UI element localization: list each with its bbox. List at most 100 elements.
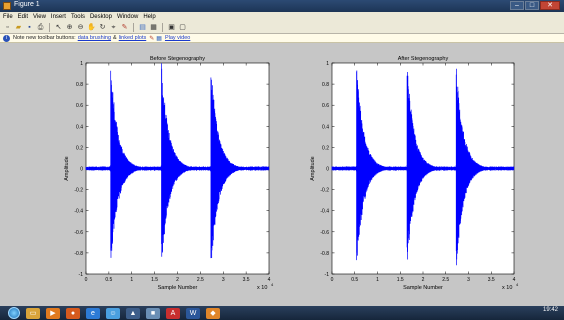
info-icon: i <box>3 34 10 42</box>
x-axis-exponent: 4 <box>271 282 274 287</box>
messenger-icon[interactable]: ☺ <box>106 307 120 319</box>
x-axis-multiplier: x 10 <box>502 285 512 291</box>
y-tick-label: 1 <box>326 61 329 67</box>
x-axis-label: Sample Number <box>158 285 198 291</box>
linked-plots-link[interactable]: linked plots <box>118 35 147 41</box>
legend-icon[interactable]: ▦ <box>150 23 157 31</box>
plot-title: After Stegenography <box>398 56 449 62</box>
zoom-out-icon[interactable]: ⊖ <box>77 23 84 31</box>
minimize-button[interactable]: – <box>510 1 524 10</box>
x-tick-label: 4 <box>513 277 516 283</box>
matlab-icon[interactable]: ▲ <box>126 307 140 319</box>
x-tick-label: 3.5 <box>488 277 495 283</box>
y-axis-label: Amplitude <box>310 156 316 180</box>
matlab-figure-icon[interactable]: ◆ <box>206 307 220 319</box>
colorbar-icon[interactable]: ▤ <box>139 23 146 31</box>
y-tick-label: -0.2 <box>74 188 83 194</box>
datacursor-icon[interactable]: ⌖ <box>111 23 116 31</box>
x-axis-label: Sample Number <box>403 285 443 291</box>
ie-icon[interactable]: e <box>86 307 100 319</box>
x-tick-label: 4 <box>268 277 271 283</box>
toolbar-separator <box>133 22 134 32</box>
open-icon[interactable]: ▰ <box>15 23 22 31</box>
y-tick-label: 0 <box>80 167 83 173</box>
menu-edit[interactable]: Edit <box>17 13 29 20</box>
plot-title: Before Stegenography <box>150 56 205 62</box>
plots-svg: 10.80.60.40.20-0.2-0.4-0.6-0.8-10 0.5 1 1.5… <box>64 56 519 291</box>
x-tick-label: 0.5 <box>351 277 358 283</box>
menu-view[interactable]: View <box>33 13 46 20</box>
menu-desktop[interactable]: Desktop <box>89 13 112 20</box>
x-tick-label: 3 <box>467 277 470 283</box>
x-tick-label: 2.5 <box>442 277 449 283</box>
firefox-icon[interactable]: ● <box>66 307 80 319</box>
save-icon[interactable]: ▪ <box>28 23 31 31</box>
zoom-in-icon[interactable]: ⊕ <box>66 23 73 31</box>
show-plottools-icon[interactable]: ▢ <box>179 23 186 31</box>
x-tick-label: 2 <box>422 277 425 283</box>
note-ampersand: & <box>113 35 117 41</box>
menu-tools[interactable]: Tools <box>70 13 85 20</box>
y-tick-label: -0.6 <box>74 230 83 236</box>
y-tick-label: 0.6 <box>76 103 83 109</box>
new-icon[interactable]: ▫ <box>6 23 9 31</box>
window-controls: – □ ✕ <box>510 1 560 11</box>
clock[interactable]: 19:42 <box>542 307 558 313</box>
pdf-icon[interactable]: A <box>166 307 180 319</box>
menu-file[interactable]: File <box>3 13 13 20</box>
tip-bar: i Note new toolbar buttons: data brushin… <box>0 34 564 43</box>
x-tick-label: 3 <box>222 277 225 283</box>
y-tick-label: 1 <box>80 61 83 67</box>
y-tick-label: 0.4 <box>76 124 83 130</box>
y-axis-label: Amplitude <box>64 156 70 180</box>
y-tick-label: 0.6 <box>322 103 329 109</box>
hide-plottools-icon[interactable]: ▣ <box>168 23 175 31</box>
close-button[interactable]: ✕ <box>540 1 560 10</box>
print-icon[interactable]: ⎙ <box>37 23 44 31</box>
media-icon[interactable]: ▶ <box>46 307 60 319</box>
menu-bar: File Edit View Insert Tools Desktop Wind… <box>0 12 564 21</box>
x-tick-label: 1.5 <box>397 277 404 283</box>
word-icon[interactable]: W <box>186 307 200 319</box>
x-tick-label: 1 <box>130 277 133 283</box>
matlab-figure-icon <box>3 2 11 10</box>
menu-window[interactable]: Window <box>116 13 139 20</box>
figure-canvas: 1 0.8 0.6 0.4 0.2 0 -0.2 -0.4 -0.6 -0.8 -1 0 0.5 1 1.5… <box>0 43 564 306</box>
y-tick-label: 0.8 <box>322 82 329 88</box>
toolbar-separator <box>49 22 50 32</box>
pan-icon[interactable]: ✋ <box>87 23 96 31</box>
x-tick-label: 0.5 <box>105 277 112 283</box>
y-tick-label: -0.6 <box>320 230 329 236</box>
start-button[interactable] <box>8 307 20 319</box>
menu-insert[interactable]: Insert <box>50 13 66 20</box>
taskbar: ▭ ▶ ● e ☺ ▲ ■ A W ◆ 19:42 <box>0 306 564 320</box>
y-tick-label: 0 <box>326 167 329 173</box>
explorer-icon[interactable]: ▭ <box>26 307 40 319</box>
linked-plots-icon: ▦ <box>156 35 162 42</box>
data-brushing-link[interactable]: data brushing <box>77 35 112 41</box>
brush-icon[interactable]: ✎ <box>121 23 128 31</box>
play-video-link[interactable]: Play video <box>164 35 191 41</box>
y-tick-label: -0.8 <box>320 251 329 257</box>
x-tick-label: 1.5 <box>151 277 158 283</box>
note-text: Note new toolbar buttons: <box>13 35 76 41</box>
figure-toolbar: ▫ ▰ ▪ ⎙ ↖ ⊕ ⊖ ✋ ↻ ⌖ ✎ ▤ ▦ ▣ ▢ <box>0 21 564 34</box>
y-tick-label: 0.4 <box>322 124 329 130</box>
window-title: Figure 1 <box>14 1 40 8</box>
toolbar-separator <box>162 22 163 32</box>
brush-icon: ✎ <box>149 35 155 42</box>
rotate-icon[interactable]: ↻ <box>99 23 106 31</box>
y-tick-label: 0.2 <box>322 145 329 151</box>
x-axis-multiplier: x 10 <box>257 285 267 291</box>
y-tick-label: -0.4 <box>320 209 329 215</box>
x-tick-label: 1 <box>376 277 379 283</box>
pointer-icon[interactable]: ↖ <box>55 23 62 31</box>
x-tick-label: 3.5 <box>243 277 250 283</box>
maximize-button[interactable]: □ <box>525 1 539 10</box>
y-tick-label: -0.8 <box>74 251 83 257</box>
window-titlebar: Figure 1 – □ ✕ <box>0 0 564 12</box>
menu-help[interactable]: Help <box>143 13 156 20</box>
paint-icon[interactable]: ■ <box>146 307 160 319</box>
y-tick-label: 0.8 <box>76 82 83 88</box>
y-tick-label: -0.2 <box>320 188 329 194</box>
